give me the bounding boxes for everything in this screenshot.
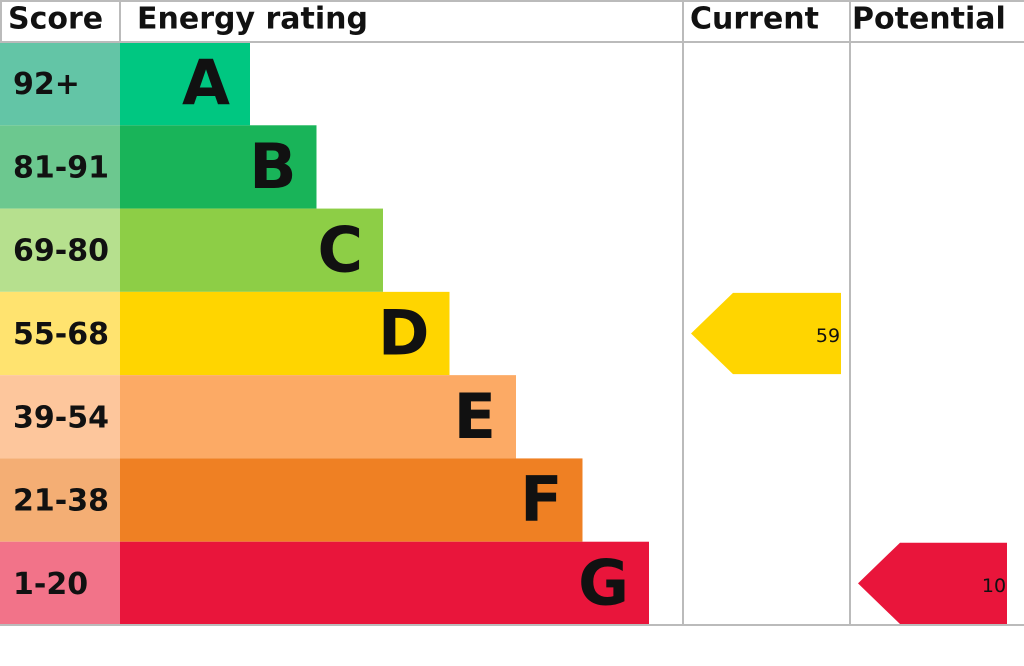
score-cell xyxy=(0,375,120,459)
rating-letter: G xyxy=(578,546,629,619)
header: Score xyxy=(8,2,103,37)
score-cell xyxy=(0,291,120,376)
rating-bar xyxy=(120,125,317,209)
score-cell xyxy=(0,541,120,625)
rating-bar xyxy=(120,375,516,459)
score-range: 55-68 xyxy=(13,317,109,352)
header: Current xyxy=(690,2,819,37)
rating-bar xyxy=(120,208,383,292)
score-cell xyxy=(0,42,120,126)
rating-letter: A xyxy=(182,47,230,120)
rating-letter: D xyxy=(378,297,429,370)
current-label: 59 xyxy=(816,325,840,347)
rating-letter: E xyxy=(454,380,496,453)
rating-letter: B xyxy=(249,130,296,203)
score-range: 92+ xyxy=(13,67,80,102)
rating-letter: C xyxy=(317,213,363,286)
potential-arrow xyxy=(858,542,1007,624)
score-cell xyxy=(0,208,120,292)
potential-label: 10 xyxy=(982,575,1006,597)
grid xyxy=(0,0,1024,626)
rating-letter: F xyxy=(520,463,562,536)
score-range: 39-54 xyxy=(13,400,109,435)
score-range: 1-20 xyxy=(13,567,88,602)
score-cell xyxy=(0,125,120,209)
score-cell xyxy=(0,458,120,542)
header: Energy rating xyxy=(137,2,368,37)
rating-bar xyxy=(120,458,583,542)
rating-bar xyxy=(120,541,649,625)
current-arrow xyxy=(691,292,841,375)
rating-bar xyxy=(120,42,250,126)
score-range: 21-38 xyxy=(13,484,109,519)
rating-bar xyxy=(120,291,450,376)
header: Potential xyxy=(852,2,1006,37)
score-range: 81-91 xyxy=(13,150,109,185)
score-range: 69-80 xyxy=(13,234,109,269)
